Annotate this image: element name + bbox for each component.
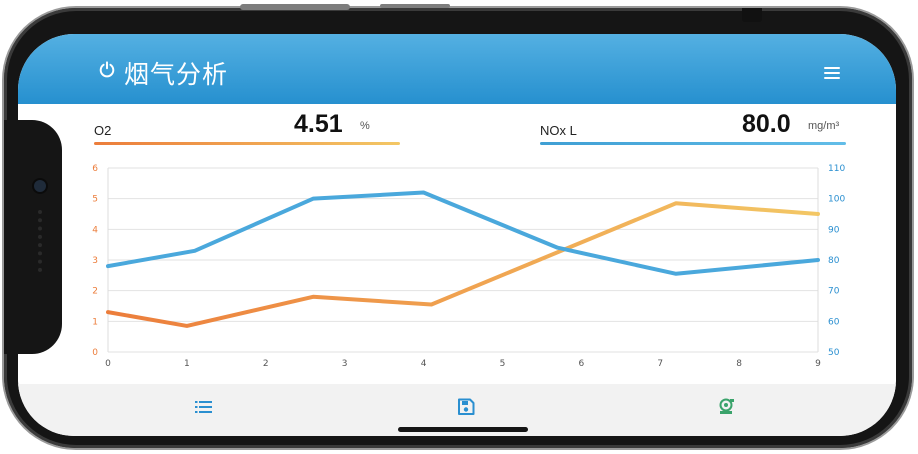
x-tick-label: 0 <box>105 359 111 369</box>
right-tick-label: 90 <box>828 225 840 235</box>
volume-button-2 <box>380 4 450 8</box>
app-screen: 烟气分析 O2 4.51 % NOx L 80.0 mg/m³ 0 1 2 3 4 5 6 5… <box>18 34 896 436</box>
reading-label: O2 <box>94 123 112 138</box>
cable <box>742 8 762 22</box>
o2-reading: O2 4.51 % <box>94 104 400 150</box>
right-tick-label: 50 <box>828 348 840 358</box>
left-tick-label: 5 <box>92 195 98 205</box>
power-icon[interactable] <box>98 61 116 79</box>
reading-unit: % <box>360 120 370 132</box>
nox-reading: NOx L 80.0 mg/m³ <box>540 104 846 150</box>
save-icon[interactable] <box>456 398 476 416</box>
x-tick-label: 9 <box>815 359 821 369</box>
reading-label: NOx L <box>540 123 577 138</box>
reading-underline <box>540 142 846 145</box>
x-tick-label: 6 <box>578 359 584 369</box>
x-tick-label: 8 <box>736 359 742 369</box>
camera <box>34 180 46 192</box>
x-tick-label: 7 <box>657 359 663 369</box>
left-tick-label: 6 <box>92 164 98 174</box>
right-tick-label: 100 <box>828 195 845 205</box>
left-tick-label: 1 <box>92 317 98 327</box>
app-header: 烟气分析 <box>18 34 896 104</box>
o2-series-line <box>106 201 820 328</box>
x-tick-label: 1 <box>184 359 190 369</box>
list-icon[interactable] <box>194 398 214 416</box>
right-tick-label: 80 <box>828 256 840 266</box>
x-tick-label: 5 <box>500 359 506 369</box>
reading-value: 80.0 <box>742 110 791 138</box>
device-settings-icon[interactable] <box>716 398 736 416</box>
page-title: 烟气分析 <box>124 60 229 89</box>
reading-underline <box>94 142 400 145</box>
reading-unit: mg/m³ <box>808 120 840 132</box>
home-indicator <box>398 427 528 432</box>
trend-chart: 0 1 2 3 4 5 6 50 60 70 80 90 100 110 0 1 2 3 4 5 6 7 8 9 <box>92 164 845 369</box>
left-tick-label: 2 <box>92 287 98 297</box>
left-tick-label: 3 <box>92 256 98 266</box>
nox-series-line <box>106 190 820 276</box>
left-tick-label: 0 <box>92 348 98 358</box>
speaker-grill <box>38 210 46 272</box>
x-tick-label: 3 <box>342 359 348 369</box>
x-tick-label: 4 <box>421 359 427 369</box>
app-footer <box>18 384 896 436</box>
right-tick-label: 70 <box>828 287 840 297</box>
x-tick-label: 2 <box>263 359 269 369</box>
volume-button <box>240 4 350 10</box>
left-tick-label: 4 <box>92 225 98 235</box>
reading-value: 4.51 <box>294 110 343 138</box>
right-tick-label: 110 <box>828 164 845 174</box>
phone-notch <box>4 120 62 354</box>
menu-icon[interactable] <box>824 67 840 79</box>
right-tick-label: 60 <box>828 317 840 327</box>
